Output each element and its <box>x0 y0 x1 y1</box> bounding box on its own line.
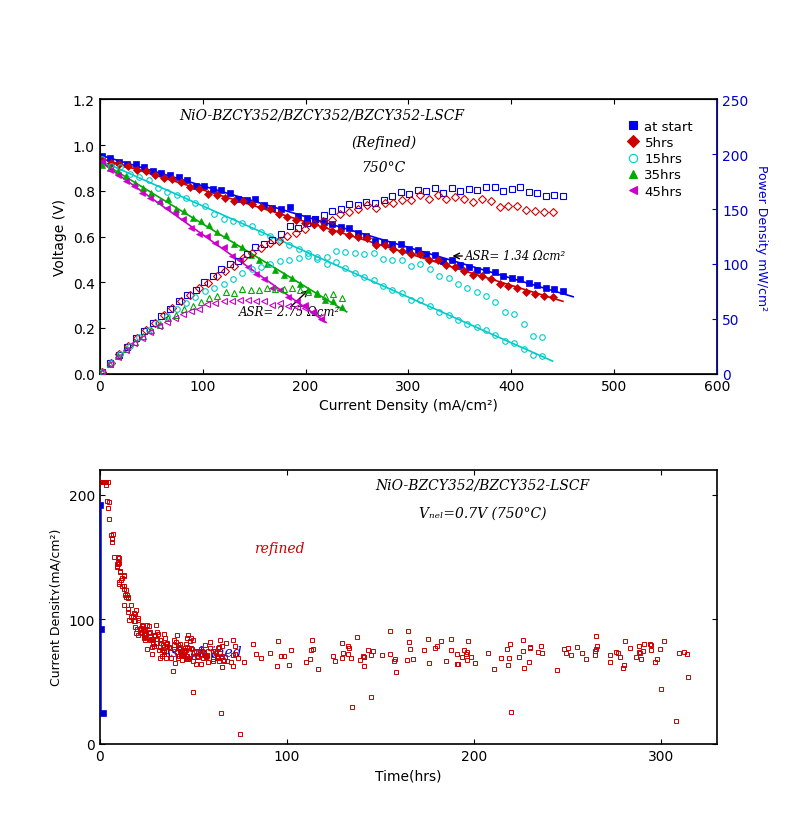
Y-axis label: Voltage (V): Voltage (V) <box>53 199 67 276</box>
Text: (Refined): (Refined) <box>351 136 416 150</box>
Text: 750°C: 750°C <box>362 161 406 175</box>
Text: Vₙₑₗ=0.7V (750°C): Vₙₑₗ=0.7V (750°C) <box>419 506 546 520</box>
Text: refined: refined <box>254 541 304 555</box>
Text: NiO-BZCY352/BZCY352-LSCF: NiO-BZCY352/BZCY352-LSCF <box>375 478 590 492</box>
Y-axis label: Power Density mW/cm²: Power Density mW/cm² <box>755 165 768 310</box>
Text: ASR= 2.75 Ωcm²: ASR= 2.75 Ωcm² <box>238 306 340 319</box>
Text: ASR= 1.34 Ωcm²: ASR= 1.34 Ωcm² <box>465 250 567 263</box>
X-axis label: Current Density (mA/cm²): Current Density (mA/cm²) <box>319 399 498 413</box>
Y-axis label: Current Densitʏ(mA/cm²): Current Densitʏ(mA/cm²) <box>50 528 63 686</box>
Text: NiO-BZCY352/BZCY352/BZCY352-LSCF: NiO-BZCY352/BZCY352/BZCY352-LSCF <box>179 109 465 123</box>
Legend: at start, 5hrs, 15hrs, 35hrs, 45hrs: at start, 5hrs, 15hrs, 35hrs, 45hrs <box>622 115 698 204</box>
X-axis label: Time(hrs): Time(hrs) <box>375 768 442 782</box>
Text: As-calcined: As-calcined <box>161 645 242 660</box>
